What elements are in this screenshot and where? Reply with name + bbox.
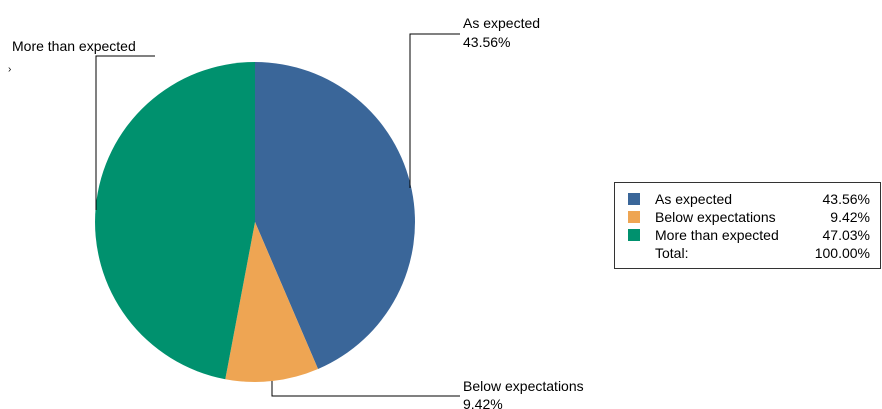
legend-item-below-expectations: Below expectations 9.42% [615, 208, 880, 226]
legend-swatch-as-expected [628, 193, 640, 205]
legend-label: As expected [655, 191, 733, 207]
legend-swatch-more-than-expected [628, 229, 640, 241]
legend-value: 47.03% [822, 227, 870, 243]
callout-label-below-expectations: Below expectations [463, 378, 584, 394]
pie-slice-below-expectations [225, 222, 319, 382]
callout-label-more-than-expected: More than expected [12, 38, 136, 54]
legend-label: More than expected [655, 227, 779, 243]
callout-value-as-expected: 43.56% [463, 34, 510, 50]
legend-label: Below expectations [655, 209, 776, 225]
legend-value: 43.56% [822, 191, 870, 207]
callout-value-below-expectations: 9.42% [463, 396, 503, 409]
legend: As expected 43.56% Below expectations 9.… [614, 182, 881, 269]
legend-total-label: Total: [655, 245, 689, 261]
legend-value: 9.42% [830, 209, 870, 225]
legend-swatch-below-expectations [628, 211, 640, 223]
pie-slice-as-expected [255, 62, 415, 370]
pie-slices [95, 62, 415, 382]
leader-more-than-expected [95, 55, 155, 210]
leader-as-expected [409, 33, 460, 188]
legend-total-row: Total: 100.00% [615, 244, 880, 262]
legend-item-more-than-expected: More than expected 47.03% [615, 226, 880, 244]
callout-labels: As expected 43.56% More than expected Be… [8, 15, 584, 409]
legend-item-as-expected: As expected 43.56% [615, 190, 880, 208]
leader-lines [95, 33, 460, 397]
stray-tick-mark: › [8, 64, 11, 75]
callout-label-as-expected: As expected [463, 15, 540, 31]
legend-total-value: 100.00% [814, 245, 870, 261]
pie-slice-more-than-expected [95, 62, 255, 380]
leader-below-expectations [271, 381, 460, 397]
